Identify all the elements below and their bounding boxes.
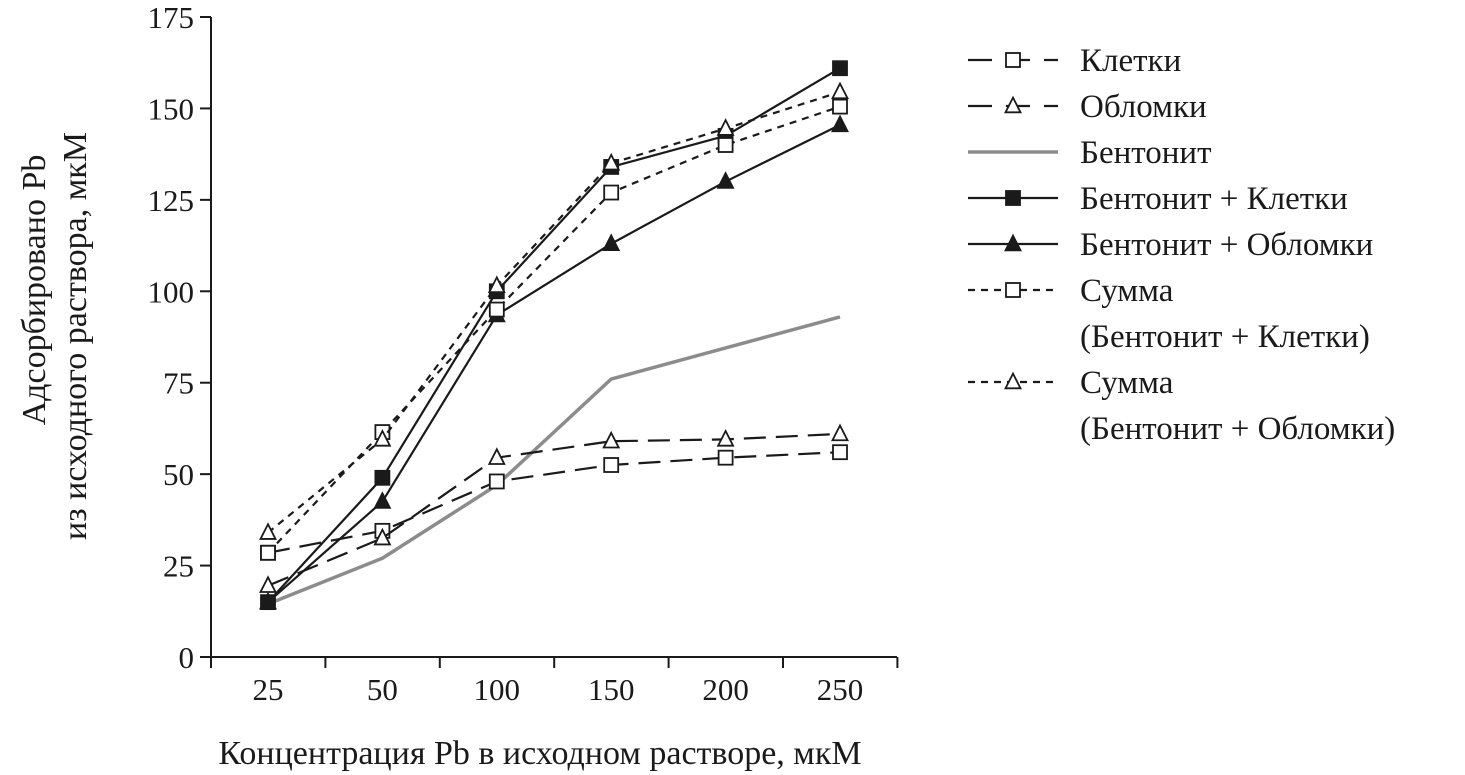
series-line xyxy=(267,123,841,603)
data-point-marker xyxy=(488,473,505,490)
y-tick-label: 125 xyxy=(148,183,195,218)
series-0 xyxy=(260,444,848,561)
series-5 xyxy=(260,98,848,561)
data-point-marker xyxy=(602,152,621,171)
x-tick-label: 100 xyxy=(474,672,521,707)
legend-entry: Бентонит xyxy=(968,135,1211,171)
legend-label: Бентонит + Клетки xyxy=(1080,181,1348,217)
series-line xyxy=(267,432,841,587)
data-point-marker xyxy=(259,591,277,610)
data-point-marker xyxy=(374,469,391,486)
data-point-marker xyxy=(603,184,620,201)
data-point-marker xyxy=(373,491,392,509)
series-4 xyxy=(259,114,849,610)
y-axis-ticks: 0 25 50 75 100 125 150 175 xyxy=(148,0,211,675)
data-point-marker xyxy=(488,301,505,318)
data-point-marker xyxy=(832,60,848,77)
y-tick-label: 150 xyxy=(148,91,195,126)
legend-label: Обломки xyxy=(1080,89,1207,125)
legend-marker xyxy=(1004,371,1022,390)
legend-entry: Клетки xyxy=(968,43,1181,79)
chart-series xyxy=(259,60,849,611)
data-point-marker xyxy=(832,444,848,461)
data-point-marker xyxy=(832,98,848,115)
series-line xyxy=(267,315,841,606)
data-point-marker xyxy=(373,429,392,447)
series-line xyxy=(267,90,841,534)
legend-entry: Обломки xyxy=(968,89,1207,125)
series-line xyxy=(267,67,841,603)
y-tick-label: 100 xyxy=(148,274,195,309)
data-point-marker xyxy=(259,522,277,540)
data-point-marker xyxy=(717,137,734,153)
legend-label: Клетки xyxy=(1080,43,1181,79)
x-tick-label: 200 xyxy=(702,672,749,707)
data-point-marker xyxy=(716,171,735,189)
data-point-marker xyxy=(716,429,735,447)
legend-label: Бентонит xyxy=(1080,135,1211,171)
data-point-marker xyxy=(260,544,276,561)
legend-marker xyxy=(1005,190,1021,206)
series-1 xyxy=(259,423,849,593)
legend-marker xyxy=(1004,95,1022,114)
legend-marker xyxy=(1004,233,1022,252)
y-tick-label: 25 xyxy=(163,549,194,584)
legend-label: (Бентонит + Обломки) xyxy=(1080,411,1395,447)
y-tick-label: 50 xyxy=(163,457,194,492)
y-tick-label: 175 xyxy=(148,0,195,35)
data-point-marker xyxy=(831,423,849,442)
data-point-marker xyxy=(487,447,506,465)
legend-entry: Сумма (Бентонит + Обломки) xyxy=(968,365,1395,447)
y-tick-label: 0 xyxy=(179,640,195,675)
x-tick-label: 150 xyxy=(588,672,635,707)
series-line xyxy=(267,451,841,554)
legend-label: (Бентонит + Клетки) xyxy=(1080,319,1370,355)
x-axis-ticks: 25 50 100 150 200 250 xyxy=(210,657,899,707)
data-point-marker xyxy=(602,430,621,449)
legend-entry: Бентонит + Обломки xyxy=(968,227,1373,263)
x-tick-label: 25 xyxy=(253,672,284,707)
y-axis-title-line-1: Адсорбировано Pb xyxy=(16,155,53,426)
series-line xyxy=(267,105,841,554)
data-point-marker xyxy=(487,275,506,294)
x-tick-label: 250 xyxy=(817,672,864,707)
series-6 xyxy=(259,81,849,540)
y-axis-title: Адсорбировано Pb из исходного раствора, … xyxy=(16,132,94,540)
legend-marker xyxy=(1005,282,1021,298)
y-axis-title-line-2: из исходного раствора, мкМ xyxy=(57,132,94,540)
x-axis-title: Концентрация Pb в исходном растворе, мкМ xyxy=(218,735,861,772)
legend: Клетки Обломки Бентонит Бентонит + Клетки Бе… xyxy=(968,43,1395,447)
series-3 xyxy=(260,60,848,611)
legend-entry: Бентонит + Клетки xyxy=(968,181,1348,217)
data-point-marker xyxy=(603,457,620,473)
x-tick-label: 50 xyxy=(367,672,398,707)
data-point-marker xyxy=(831,114,849,133)
legend-label: Сумма xyxy=(1080,273,1174,309)
legend-marker xyxy=(1005,52,1021,68)
legend-label: Бентонит + Обломки xyxy=(1080,227,1373,263)
y-tick-label: 75 xyxy=(163,366,194,401)
legend-label: Сумма xyxy=(1080,365,1174,401)
data-point-marker xyxy=(373,527,392,546)
data-point-marker xyxy=(602,233,621,251)
legend-entry: Сумма (Бентонит + Клетки) xyxy=(968,273,1370,355)
series-2 xyxy=(267,315,841,606)
data-point-marker xyxy=(716,118,735,136)
data-point-marker xyxy=(831,81,849,100)
data-point-marker xyxy=(717,449,734,466)
